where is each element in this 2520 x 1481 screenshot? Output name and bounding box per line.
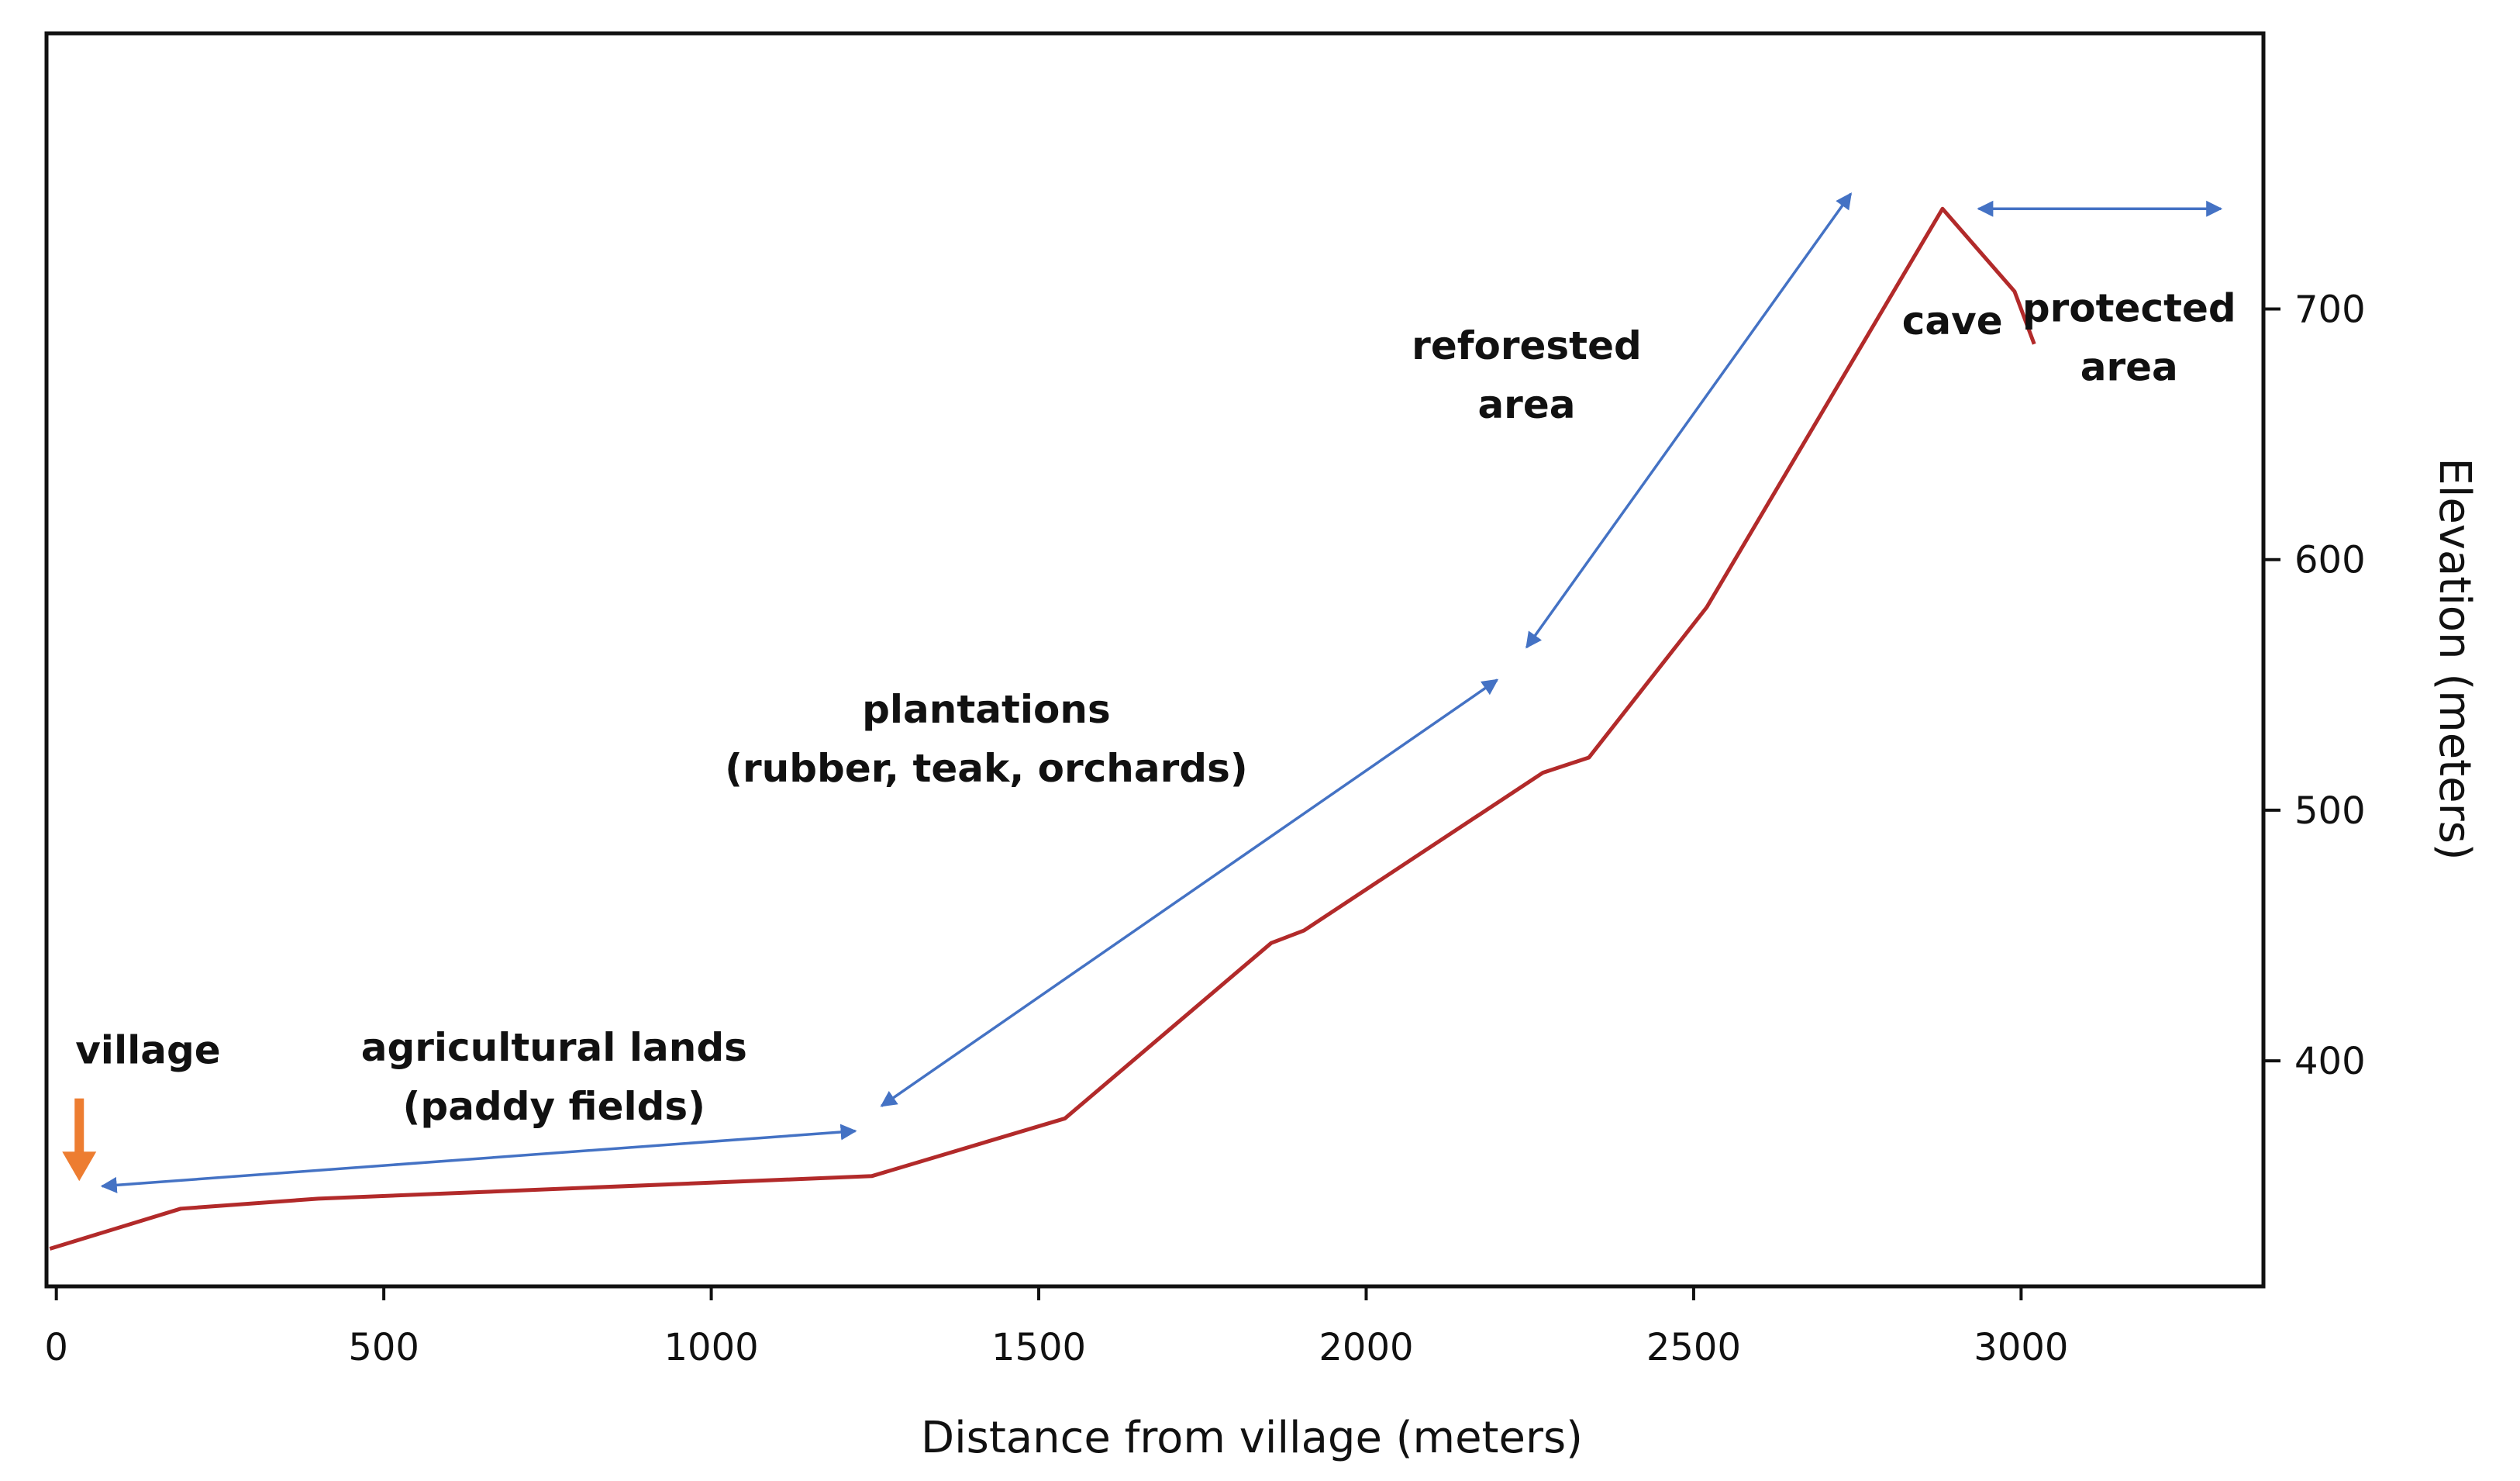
reforested-label: reforested area <box>1412 323 1642 427</box>
x-tick-label: 2000 <box>1319 1326 1413 1369</box>
cave-label-line: cave <box>1902 299 2003 343</box>
agricultural-range-arrow <box>100 1124 857 1193</box>
agricultural-label: agricultural lands (paddy fields) <box>361 1025 747 1129</box>
x-axis-ticks: 0 500 1000 1500 2000 2500 3000 <box>44 1286 2068 1369</box>
x-tick-label: 500 <box>348 1326 419 1369</box>
agricultural-label-line: agricultural lands <box>361 1025 747 1070</box>
plantations-label: plantations (rubber, teak, orchards) <box>725 687 1248 791</box>
plantations-label-line: (rubber, teak, orchards) <box>725 746 1248 791</box>
village-arrow-head <box>62 1151 97 1182</box>
y-axis-ticks: 400 500 600 700 <box>2263 288 2366 1083</box>
x-tick-label: 0 <box>44 1326 68 1369</box>
village-label: village <box>75 1027 220 1072</box>
village-marker <box>62 1098 97 1182</box>
y-tick-label: 600 <box>2294 539 2366 582</box>
reforested-label-line: reforested <box>1412 323 1642 368</box>
y-tick-label: 400 <box>2294 1040 2366 1083</box>
reforested-range-arrow <box>1525 192 1853 649</box>
y-tick-label: 700 <box>2294 288 2366 332</box>
reforested-label-line: area <box>1477 382 1575 427</box>
agricultural-label-line: (paddy fields) <box>403 1084 705 1129</box>
x-tick-label: 1500 <box>991 1326 1086 1369</box>
x-tick-label: 3000 <box>1974 1326 2068 1369</box>
plantations-range-arrow <box>880 678 1499 1107</box>
plot-frame <box>44 31 2266 1289</box>
protected-label: protected area <box>2022 286 2236 390</box>
village-label-line: village <box>75 1027 220 1072</box>
protected-label-line: area <box>2080 345 2178 390</box>
annotations: village agricultural lands (paddy fields) p… <box>75 286 2236 1129</box>
x-tick-label: 1000 <box>664 1326 758 1369</box>
range-arrows <box>100 192 2223 1193</box>
y-tick-label: 500 <box>2294 789 2366 833</box>
y-axis-title: Elevation (meters) <box>2429 457 2480 860</box>
cave-label: cave <box>1902 299 2003 343</box>
protected-label-line: protected <box>2022 286 2236 331</box>
plantations-label-line: plantations <box>862 687 1111 732</box>
x-axis-title: Distance from village (meters) <box>921 1413 1583 1463</box>
x-tick-label: 2500 <box>1646 1326 1741 1369</box>
